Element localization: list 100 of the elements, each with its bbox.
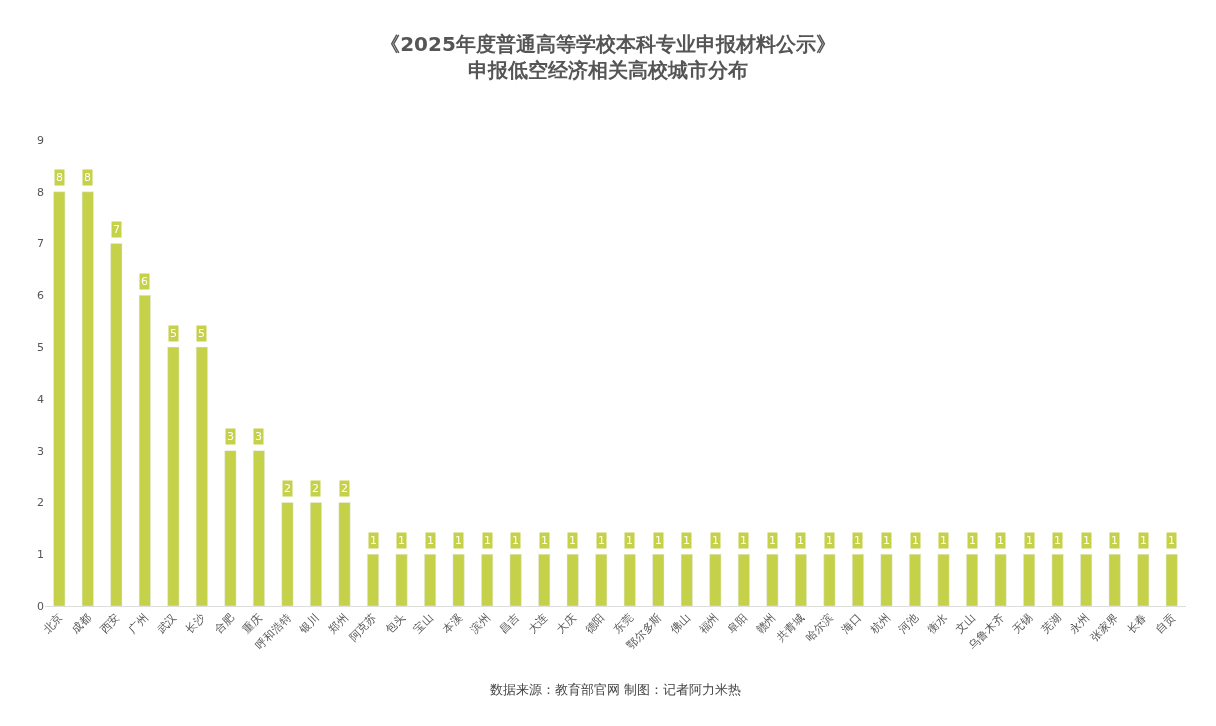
x-tick-label: 成都 (69, 611, 94, 637)
bar (680, 553, 693, 606)
x-tick-label: 大连 (525, 611, 551, 637)
data-label: 1 (484, 534, 491, 547)
data-label: 1 (1140, 534, 1147, 547)
data-label: 2 (341, 482, 348, 495)
data-label: 1 (1168, 534, 1175, 547)
y-tick-label: 3 (37, 444, 44, 458)
bar (823, 553, 836, 606)
bar (252, 450, 265, 606)
bar (367, 553, 379, 606)
bar (424, 553, 437, 606)
x-tick-label: 银川 (296, 611, 322, 637)
bar (481, 553, 494, 606)
data-label: 1 (1054, 534, 1061, 547)
data-label: 1 (683, 534, 690, 547)
x-tick-label: 本溪 (439, 611, 465, 637)
data-label: 1 (370, 534, 377, 547)
data-label: 1 (541, 534, 548, 547)
x-tick-label: 无锡 (1010, 611, 1036, 637)
x-tick-label: 河池 (896, 611, 922, 637)
bar (623, 553, 636, 606)
chart-subtitle: 申报低空经济相关高校城市分布 (468, 57, 748, 82)
data-label: 2 (312, 482, 319, 495)
bar (766, 553, 779, 606)
y-tick-label: 2 (37, 496, 44, 510)
x-tick-label: 衡水 (924, 611, 950, 637)
bar (852, 553, 864, 606)
bar (110, 243, 123, 606)
x-tick-label: 佛山 (668, 611, 693, 637)
x-tick-label: 自贡 (1153, 611, 1178, 637)
data-label: 1 (769, 534, 776, 547)
bar (1023, 553, 1036, 606)
data-label: 1 (398, 534, 405, 547)
x-tick-label: 杭州 (867, 611, 893, 637)
x-tick-label: 长春 (1124, 611, 1150, 637)
data-label: 1 (883, 534, 890, 547)
x-tick-label: 张家界 (1088, 611, 1121, 645)
x-tick-label: 长沙 (183, 611, 208, 637)
bar (138, 295, 151, 606)
x-tick-label: 广州 (126, 611, 151, 637)
bar (595, 553, 608, 606)
bar (1165, 553, 1178, 606)
data-label: 8 (84, 171, 91, 184)
y-tick-label: 7 (37, 237, 44, 251)
chart-title: 《2025年度普通高等学校本科专业申报材料公示》 (380, 31, 836, 56)
bar (737, 553, 750, 606)
data-label: 1 (455, 534, 462, 547)
x-tick-label: 滨州 (468, 611, 494, 637)
bar (53, 191, 66, 606)
bar (909, 553, 921, 606)
data-label: 3 (227, 430, 234, 443)
y-tick-label: 1 (37, 548, 44, 562)
x-tick-label: 阜阳 (725, 611, 750, 637)
bar (794, 553, 807, 606)
x-tick-label: 海口 (839, 611, 864, 637)
data-label: 1 (797, 534, 804, 547)
bar (281, 502, 294, 606)
data-label: 1 (427, 534, 434, 547)
bar (509, 553, 522, 606)
bar (1051, 553, 1064, 606)
data-label: 1 (826, 534, 833, 547)
bar (1108, 553, 1121, 606)
data-label: 3 (255, 430, 262, 443)
bar (452, 553, 465, 606)
bar (395, 553, 408, 606)
data-label: 1 (940, 534, 947, 547)
bar (224, 450, 237, 606)
x-tick-label: 包头 (382, 611, 408, 637)
data-label: 1 (626, 534, 633, 547)
y-tick-label: 8 (37, 185, 44, 199)
data-label: 1 (512, 534, 519, 547)
data-label: 1 (1026, 534, 1033, 547)
bar (167, 346, 180, 606)
bar (966, 553, 979, 606)
data-label: 5 (170, 327, 177, 340)
data-label: 7 (113, 223, 120, 236)
y-tick-label: 4 (37, 392, 44, 406)
data-label: 1 (969, 534, 976, 547)
x-tick-label: 福州 (696, 611, 722, 637)
x-tick-label: 昌吉 (496, 611, 522, 637)
x-tick-label: 合肥 (211, 611, 237, 637)
x-tick-label: 北京 (40, 611, 66, 637)
bar (195, 346, 208, 606)
bar (566, 553, 579, 606)
data-label: 1 (569, 534, 576, 547)
data-label: 8 (56, 171, 63, 184)
bar (310, 502, 322, 606)
bar (81, 191, 94, 606)
x-tick-label: 西安 (97, 611, 123, 637)
data-label: 1 (997, 534, 1004, 547)
x-tick-label: 芜湖 (1038, 611, 1064, 637)
data-label: 1 (854, 534, 861, 547)
y-tick-label: 9 (37, 133, 44, 147)
data-label: 1 (1111, 534, 1118, 547)
data-label: 6 (141, 275, 148, 288)
x-tick-label: 德阳 (582, 611, 608, 637)
y-tick-label: 5 (37, 340, 44, 354)
bar (652, 553, 665, 606)
bar (937, 553, 950, 606)
